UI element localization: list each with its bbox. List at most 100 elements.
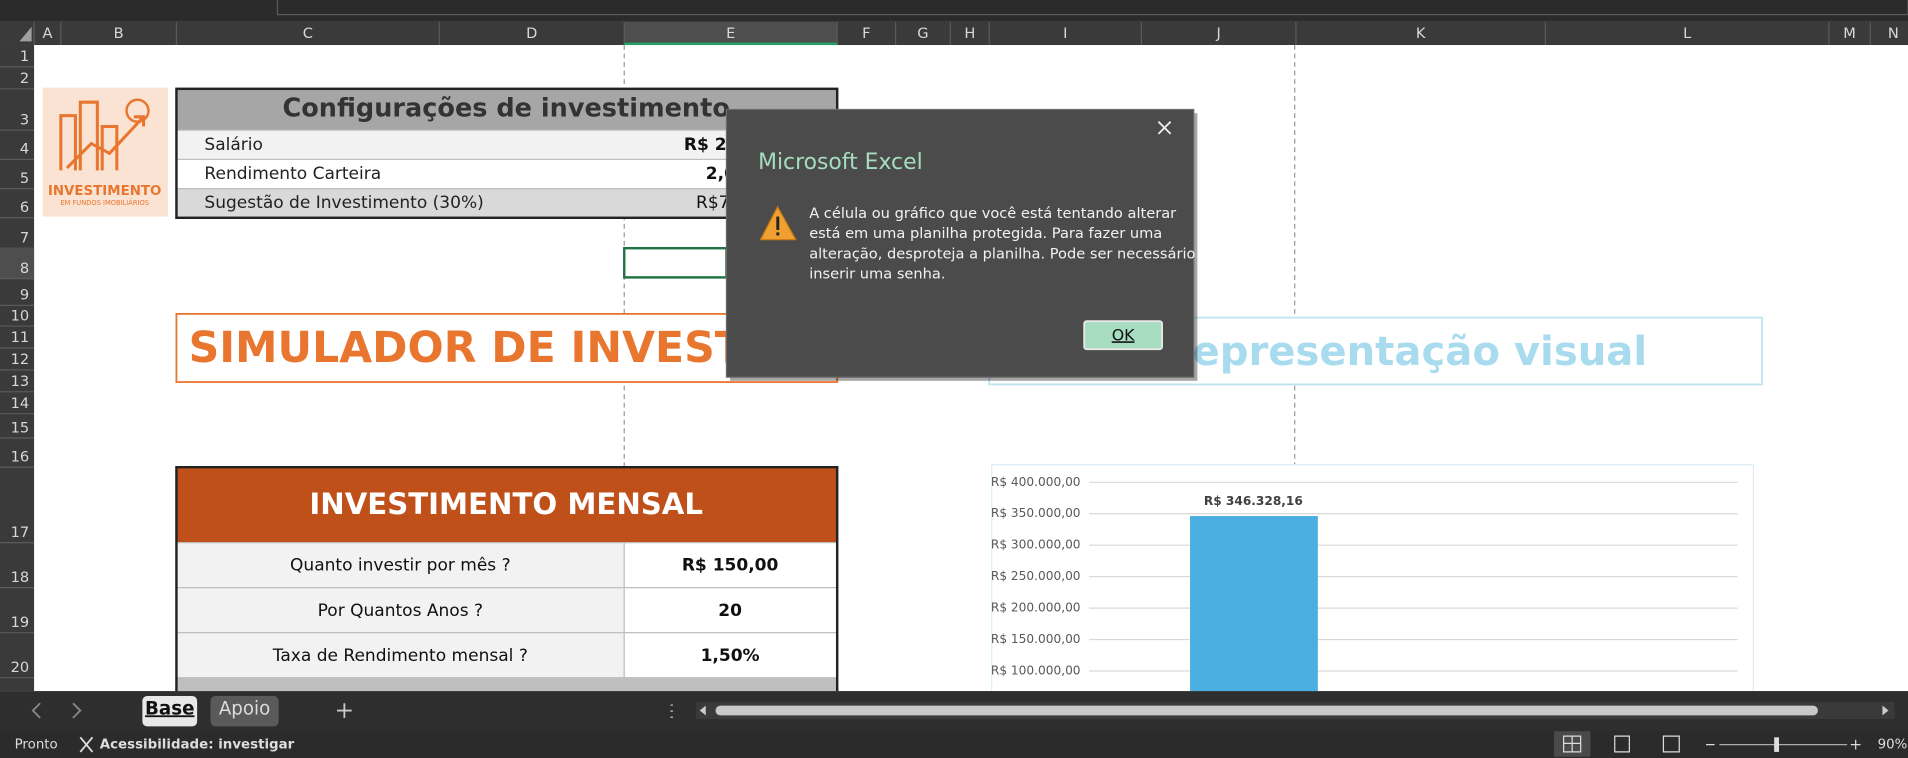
sheet-tab[interactable] — [210, 695, 279, 727]
monthly-next-row — [176, 677, 838, 692]
ok-button-label[interactable]: OK — [1112, 325, 1135, 344]
visual-title: epresentação visual — [1193, 329, 1648, 375]
monthly-title: INVESTIMENTO MENSAL — [309, 487, 703, 521]
sheet-tab-label[interactable]: Apoio — [219, 698, 270, 719]
y-tick-label: R$ 300.000,00 — [991, 538, 1081, 552]
row-header: 14 — [11, 395, 30, 412]
monthly-label: Quanto investir por mês ? — [290, 556, 511, 576]
column-header: C — [303, 25, 313, 42]
dialog-message: está em uma planilha protegida. Para faz… — [809, 225, 1162, 242]
row-header: 11 — [11, 329, 30, 346]
tab-nav — [31, 702, 82, 719]
zoom-thumb — [1774, 737, 1780, 752]
chart-plot: R$ 100.000,00 R$ 150.000,00 R$ 200.000,00 R… — [991, 475, 1738, 692]
ok-button — [1083, 320, 1163, 351]
view-icons — [1563, 735, 1680, 753]
y-tick-label: R$ 100.000,00 — [991, 664, 1081, 678]
row-header: 5 — [20, 170, 29, 187]
dialog-close[interactable] — [1157, 121, 1172, 135]
column-header: A — [42, 25, 52, 42]
dialog-message: A célula ou gráfico que você está tentan… — [809, 205, 1176, 222]
monthly-border — [175, 465, 839, 692]
column-header: J — [1216, 25, 1221, 42]
selected-column — [624, 21, 838, 46]
column-header: G — [917, 25, 928, 42]
logo-coin — [125, 98, 150, 123]
y-tick-label: R$ 250.000,00 — [991, 569, 1081, 583]
monthly-value: R$ 150,00 — [682, 556, 779, 576]
config-label: Rendimento Carteira — [204, 164, 381, 184]
warning-mark — [776, 216, 780, 230]
dialog-message: alteração, desproteja a planilha. Pode s… — [809, 245, 1195, 262]
column-header: L — [1683, 25, 1692, 42]
config-title: Configurações de investimento — [283, 94, 730, 124]
monthly-label: Taxa de Rendimento mensal ? — [272, 646, 528, 666]
status-ready: Pronto — [15, 738, 58, 753]
y-tick-label: R$ 350.000,00 — [991, 506, 1081, 520]
config-value: R$ 2. — [684, 135, 733, 155]
selected-row — [0, 248, 35, 279]
add-sheet — [337, 703, 352, 718]
chart-box — [991, 464, 1755, 697]
column-header: N — [1888, 25, 1899, 42]
row-header: 12 — [11, 351, 30, 368]
column-header: B — [114, 25, 124, 42]
sheet-tab-label[interactable]: Base — [145, 698, 194, 719]
row-header: 3 — [20, 111, 29, 128]
column-header: F — [862, 25, 870, 42]
dialog-title: Microsoft Excel — [758, 150, 923, 175]
monthly-value-cell — [623, 587, 838, 634]
status-zoom: 90% — [1878, 738, 1908, 753]
monthly-label: Por Quantos Anos ? — [318, 601, 483, 621]
row-header: 18 — [11, 569, 30, 586]
dialog-message: inserir uma senha. — [809, 265, 945, 282]
y-tick-label: R$ 200.000,00 — [991, 601, 1081, 615]
column-header-bar — [0, 21, 1908, 46]
row-header: 20 — [11, 659, 30, 676]
column-header: I — [1063, 25, 1067, 42]
row-header: 8 — [20, 260, 29, 277]
config-label: Salário — [204, 135, 263, 155]
config-value: R$7 — [696, 193, 729, 213]
row-header: 6 — [20, 199, 29, 216]
monthly-header — [176, 467, 838, 543]
logo-icon — [59, 100, 146, 171]
row-header: 16 — [11, 448, 30, 465]
zoom-buttons — [1706, 739, 1861, 750]
monthly-value: 20 — [718, 601, 742, 621]
status-accessibility: Acessibilidade: investigar — [100, 738, 295, 753]
bar — [1190, 516, 1318, 692]
logo-title: INVESTIMENTO — [48, 184, 162, 199]
warning-dot — [776, 232, 780, 236]
column-header: D — [526, 25, 537, 42]
row-header: 1 — [20, 48, 29, 65]
formula-box — [276, 0, 1908, 16]
row-header: 10 — [11, 307, 30, 324]
column-header: K — [1416, 25, 1426, 42]
row-header: 9 — [20, 287, 29, 304]
row-header-bar — [0, 45, 35, 692]
y-tick-label: R$ 400.000,00 — [991, 475, 1081, 489]
row-header: 15 — [11, 419, 30, 436]
simulator-title: SIMULADOR DE INVESTIME — [189, 323, 832, 373]
data-label: R$ 346.328,16 — [1204, 494, 1303, 508]
monthly-value: 1,50% — [701, 646, 760, 666]
row-header: 7 — [20, 229, 29, 246]
row-header: 17 — [11, 524, 30, 541]
column-header: M — [1843, 25, 1856, 42]
row-header: 4 — [20, 141, 29, 158]
hscroll-thumb — [715, 705, 1818, 716]
column-header: E — [726, 25, 735, 42]
row-header: 13 — [11, 373, 30, 390]
row-header: 19 — [11, 614, 30, 631]
formula-strip — [0, 0, 1908, 22]
config-label: Sugestão de Investimento (30%) — [204, 193, 483, 213]
sheet-tab[interactable] — [142, 695, 198, 727]
accessibility-icon — [79, 736, 94, 753]
monthly-value-cell — [623, 542, 838, 589]
row-header: 2 — [20, 70, 29, 87]
monthly-value-cell — [623, 632, 838, 679]
logo-subtitle: EM FUNDOS IMOBILIÁRIOS — [60, 198, 149, 207]
